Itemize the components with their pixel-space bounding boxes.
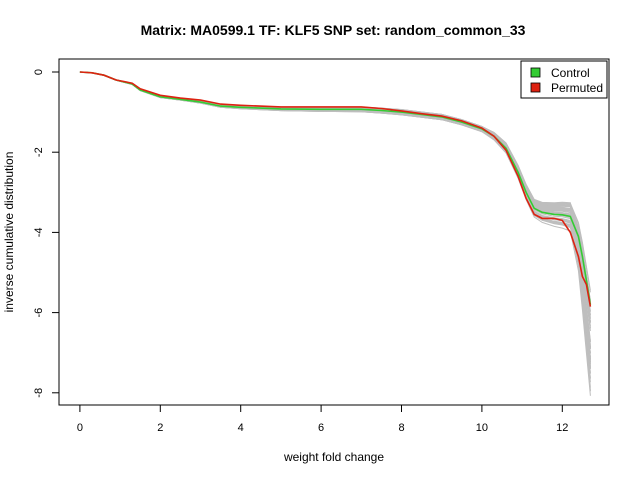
background-runs — [79, 71, 591, 396]
background-run-line — [79, 71, 591, 392]
x-tick-label: 12 — [556, 422, 568, 434]
background-run-line — [79, 71, 591, 392]
y-axis-label: inverse cumulative distribution — [2, 152, 16, 313]
background-run-line — [79, 71, 591, 354]
background-run-line — [79, 71, 591, 342]
x-tick-label: 8 — [398, 422, 404, 434]
background-run-line — [79, 71, 591, 343]
x-tick-label: 10 — [476, 422, 488, 434]
background-run-line — [79, 71, 591, 349]
background-run-line — [79, 71, 591, 345]
legend-label-permuted: Permuted — [551, 81, 603, 95]
y-tick-label: 0 — [33, 69, 45, 75]
x-axis-label: weight fold change — [283, 450, 384, 464]
background-run-line — [79, 71, 591, 363]
background-run-line — [79, 71, 591, 341]
y-tick-label: -4 — [33, 228, 45, 238]
series-line-permuted — [79, 71, 592, 307]
background-run-line — [79, 71, 591, 379]
background-run-line — [79, 71, 591, 354]
background-run-line — [79, 71, 591, 363]
background-run-line — [79, 71, 591, 359]
legend-swatch-control — [530, 67, 541, 78]
background-run-line — [79, 71, 591, 293]
background-run-line — [79, 71, 591, 358]
background-run-line — [79, 71, 591, 379]
background-run-line — [79, 71, 591, 354]
background-run-line — [79, 71, 591, 350]
background-run-line — [79, 71, 591, 374]
x-tick-label: 2 — [157, 422, 163, 434]
x-tick-label: 4 — [238, 422, 244, 434]
y-axis: 0 -2 -4 -6 -8 — [33, 69, 60, 398]
series-lines — [79, 71, 592, 307]
x-tick-label: 6 — [318, 422, 324, 434]
background-run-line — [79, 71, 591, 348]
legend-swatch-permuted — [530, 82, 541, 93]
background-run-line — [79, 71, 591, 361]
chart-title: Matrix: MA0599.1 TF: KLF5 SNP set: rando… — [141, 22, 526, 38]
x-tick-label: 0 — [77, 422, 83, 434]
y-tick-label: -2 — [33, 147, 45, 157]
background-run-line — [79, 71, 591, 383]
background-run-line — [79, 71, 591, 374]
background-run-line — [79, 71, 591, 365]
x-axis: 0 2 4 6 8 10 12 — [77, 404, 568, 434]
background-run-line — [79, 71, 591, 370]
background-run-line — [79, 71, 591, 362]
background-run-line — [79, 71, 591, 368]
background-run-line — [79, 71, 591, 365]
background-run-line — [79, 71, 591, 396]
legend-label-control: Control — [551, 66, 590, 80]
y-tick-label: -8 — [33, 388, 45, 398]
background-run-line — [79, 71, 591, 367]
background-run-line — [79, 71, 591, 358]
background-run-line — [79, 71, 591, 349]
background-run-line — [79, 71, 591, 369]
background-run-line — [79, 71, 591, 348]
legend: Control Permuted — [520, 60, 608, 99]
background-run-line — [79, 71, 591, 348]
background-run-line — [79, 71, 591, 291]
y-tick-label: -6 — [33, 308, 45, 318]
background-run-line — [79, 71, 591, 388]
background-run-line — [79, 71, 591, 360]
background-run-line — [79, 71, 591, 360]
